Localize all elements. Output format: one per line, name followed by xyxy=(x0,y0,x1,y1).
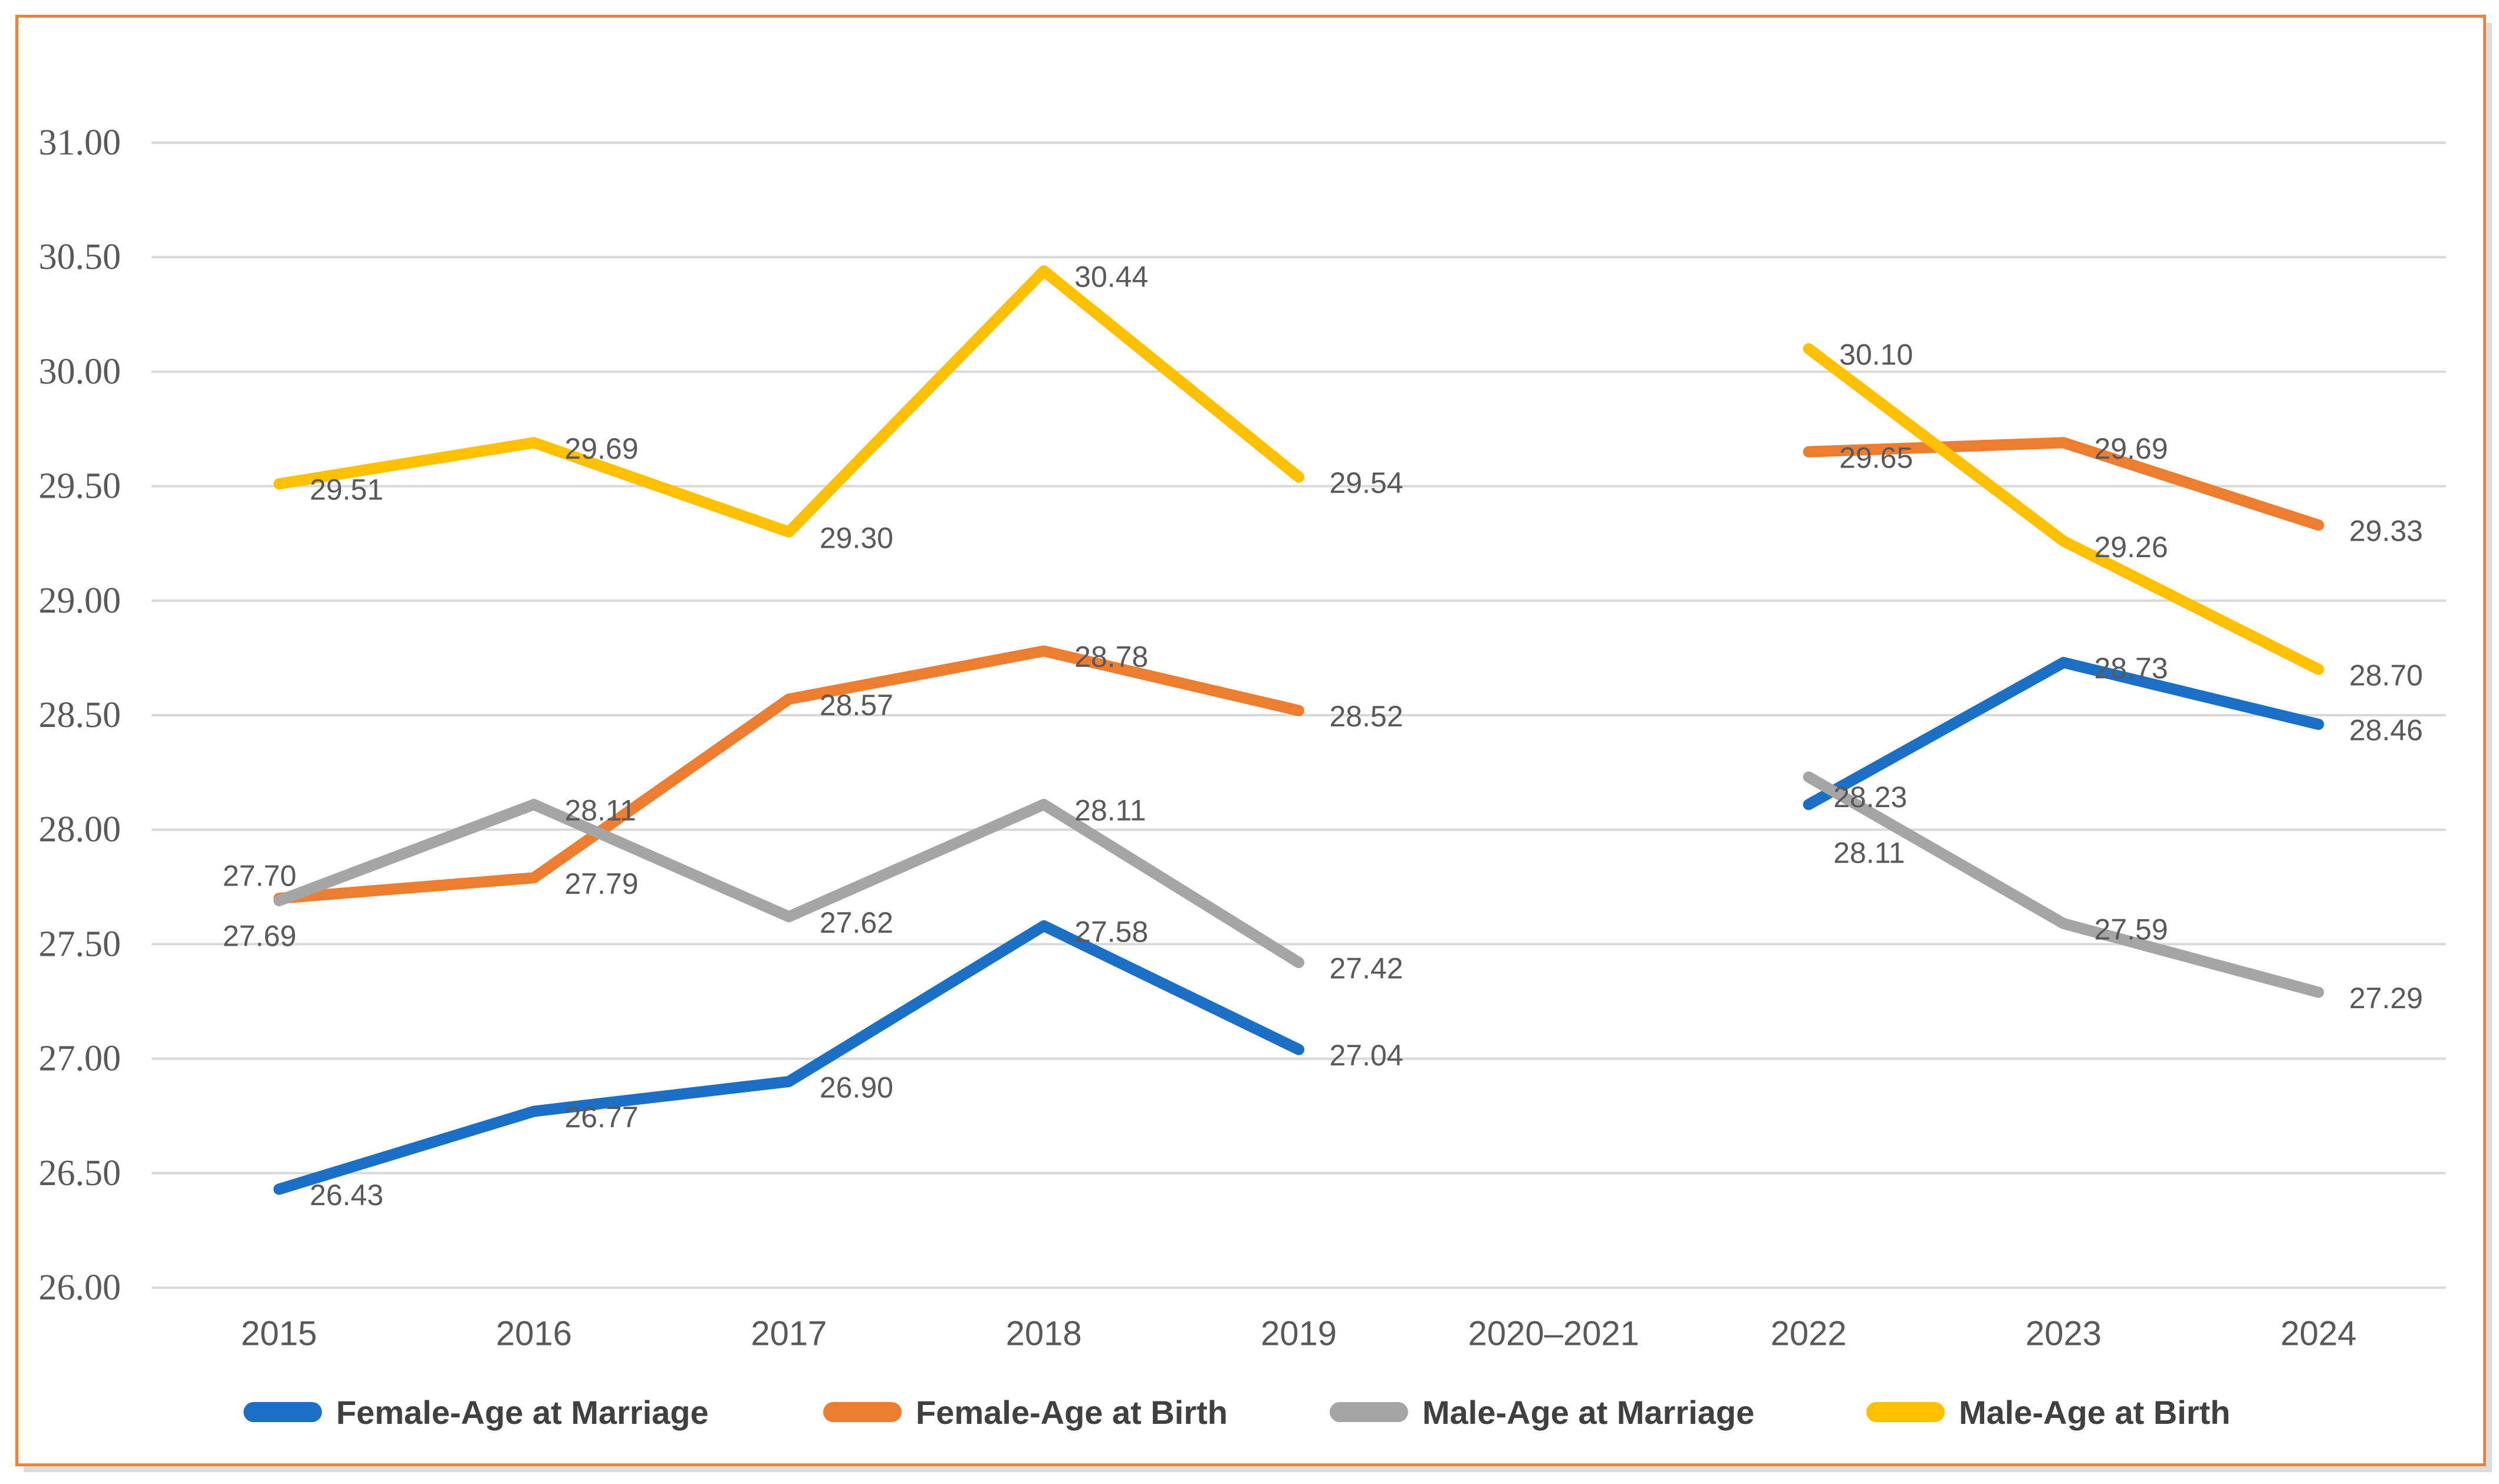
y-axis-tick-label: 29.50 xyxy=(39,466,121,506)
y-axis-tick-label: 30.00 xyxy=(39,351,121,391)
x-axis-tick-label: 2017 xyxy=(751,1315,827,1353)
data-label: 28.11 xyxy=(1833,836,1905,869)
data-label: 28.11 xyxy=(1074,794,1146,827)
data-label: 28.73 xyxy=(2094,652,2168,685)
x-axis-tick-label: 2018 xyxy=(1006,1315,1082,1353)
y-axis-tick-label: 31.00 xyxy=(39,123,121,163)
x-axis-tick-label: 2015 xyxy=(241,1315,317,1353)
series-line-female-age-at-marriage xyxy=(273,657,2324,1195)
x-axis-tick-label: 2024 xyxy=(2280,1315,2356,1353)
data-label: 27.42 xyxy=(1330,952,1403,985)
x-axis-tick-label: 2016 xyxy=(496,1315,572,1353)
y-axis-tick-label: 27.50 xyxy=(39,924,121,964)
data-label: 28.11 xyxy=(565,794,636,827)
data-label: 30.10 xyxy=(1839,338,1913,371)
data-label: 29.69 xyxy=(2094,432,2168,465)
series-line-female-age-at-birth xyxy=(273,437,2324,904)
data-label: 29.30 xyxy=(820,521,893,554)
data-label: 26.90 xyxy=(820,1071,893,1104)
data-label: 30.44 xyxy=(1074,261,1148,294)
data-label: 28.78 xyxy=(1074,640,1148,673)
data-label: 27.79 xyxy=(565,867,639,900)
data-label: 29.51 xyxy=(310,473,383,506)
data-label: 27.59 xyxy=(2094,913,2168,946)
y-axis-tick-label: 30.50 xyxy=(39,237,121,277)
data-label: 29.65 xyxy=(1839,441,1913,474)
y-axis-tick-label: 28.00 xyxy=(39,810,121,850)
data-label: 29.33 xyxy=(2349,515,2423,548)
data-label: 27.29 xyxy=(2349,982,2423,1015)
data-label: 29.69 xyxy=(565,432,639,465)
data-label: 28.23 xyxy=(1833,781,1907,814)
data-label: 28.46 xyxy=(2349,714,2423,747)
data-label: 29.54 xyxy=(1330,466,1403,499)
data-label: 27.70 xyxy=(223,860,297,893)
data-label: 27.69 xyxy=(223,920,297,953)
x-axis-tick-label: 2020–2021 xyxy=(1468,1315,1639,1353)
data-label: 27.62 xyxy=(820,906,893,939)
y-axis-tick-label: 26.50 xyxy=(39,1153,121,1193)
data-label: 29.26 xyxy=(2094,531,2168,564)
data-label: 28.70 xyxy=(2349,659,2423,692)
data-label: 26.77 xyxy=(565,1101,639,1134)
data-label: 26.43 xyxy=(310,1179,383,1212)
x-axis-tick-label: 2022 xyxy=(1771,1315,1847,1353)
x-axis-tick-label: 2019 xyxy=(1261,1315,1337,1353)
x-axis-tick-label: 2023 xyxy=(2025,1315,2102,1353)
y-axis-tick-label: 26.00 xyxy=(39,1268,121,1308)
y-axis-tick-label: 29.00 xyxy=(39,581,121,621)
y-axis-tick-label: 27.00 xyxy=(39,1039,121,1079)
data-label: 27.58 xyxy=(1074,915,1148,948)
data-label: 27.04 xyxy=(1330,1039,1403,1072)
data-label: 28.57 xyxy=(820,689,893,722)
data-label: 28.52 xyxy=(1330,700,1403,733)
series-line-male-age-at-marriage xyxy=(273,771,2324,998)
series-line-male-age-at-birth xyxy=(273,265,2324,675)
y-axis-tick-label: 28.50 xyxy=(39,695,121,735)
